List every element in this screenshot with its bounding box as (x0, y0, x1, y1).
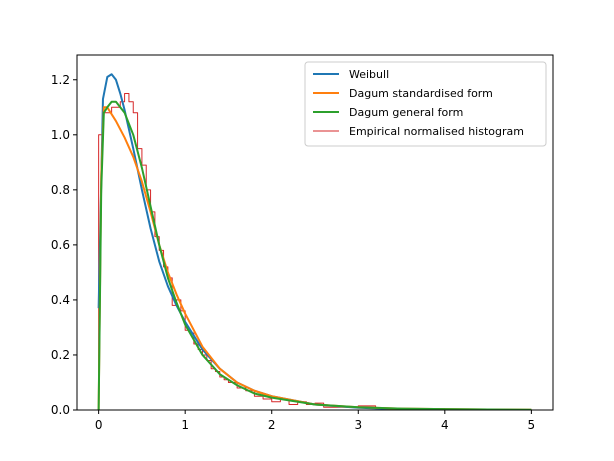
series-line-dagum-general-form (97, 100, 532, 410)
y-tick-label: 1.2 (51, 73, 70, 87)
y-axis: 0.0 0.2 0.4 0.6 0.8 1.0 1.2 (51, 73, 77, 417)
legend-label-empirical-normalised-histogram: Empirical normalised histogram (349, 125, 524, 138)
y-tick-label: 1.0 (51, 128, 70, 142)
legend: Weibull Dagum standardised form Dagum gene… (304, 61, 547, 147)
y-tick-label: 0.8 (51, 183, 70, 197)
legend-label-dagum-general-form: Dagum general form (349, 106, 463, 119)
plot-lines (97, 73, 532, 410)
axes-frame (76, 54, 554, 411)
x-tick-label: 5 (528, 418, 536, 432)
x-tick-label: 4 (441, 418, 449, 432)
y-tick-label: 0.2 (51, 348, 70, 362)
y-tick-label: 0.4 (51, 293, 70, 307)
y-tick-label: 0.6 (51, 238, 70, 252)
x-axis: 0 1 2 3 4 5 (95, 410, 535, 432)
legend-label-weibull: Weibull (349, 68, 389, 81)
x-tick-label: 0 (95, 418, 103, 432)
x-tick-label: 3 (354, 418, 362, 432)
series-line-empirical-normalised-histogram (98, 93, 532, 410)
x-tick-label: 2 (268, 418, 276, 432)
legend-box (304, 61, 547, 147)
legend-label-dagum-standardised-form: Dagum standardised form (349, 87, 493, 100)
y-tick-label: 0.0 (51, 403, 70, 417)
x-tick-label: 1 (181, 418, 189, 432)
